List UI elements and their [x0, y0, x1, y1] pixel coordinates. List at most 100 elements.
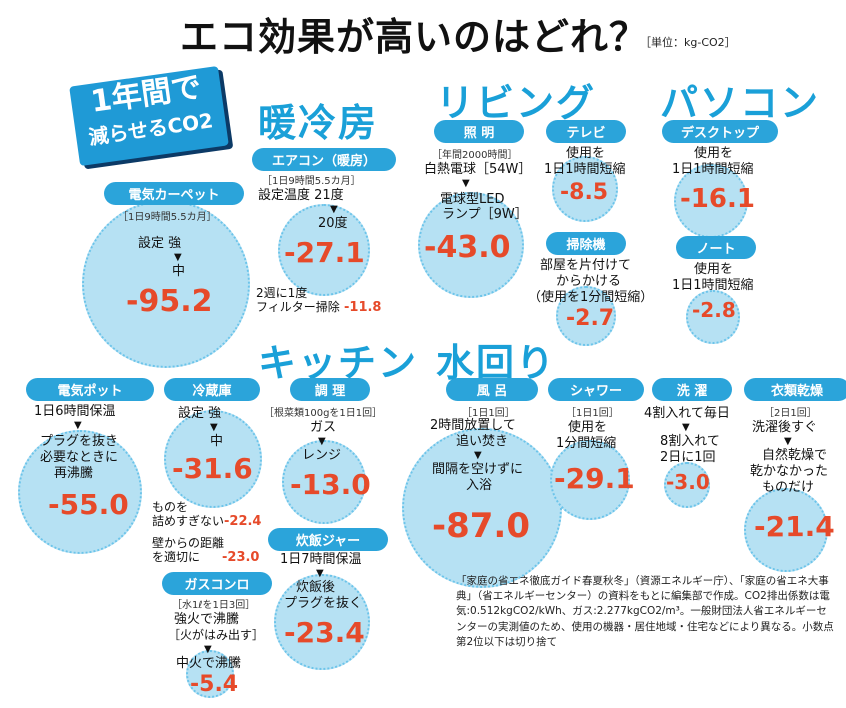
dryer-value: -21.4 [754, 510, 835, 543]
aircon-extra2: フィルター掃除 [256, 300, 340, 314]
bath-t3: 間隔を空けずに [432, 462, 524, 477]
section-pc: パソコン [660, 81, 821, 125]
vacuum-tag: 掃除機 [546, 232, 626, 255]
dryer-bubble [744, 488, 828, 572]
laundry-value: -3.0 [666, 470, 710, 494]
lighting-sub: ［年間2000時間］ [432, 150, 518, 161]
pot-t3: 必要なときに [40, 450, 119, 465]
dryer-t3: 乾かなかった [750, 464, 829, 479]
cooking-value: -13.0 [290, 468, 371, 501]
arrow-down-icon: ▼ [204, 644, 212, 655]
section-heating: 暖冷房 [258, 101, 379, 145]
fridge-e1v: -22.4 [224, 514, 262, 529]
carpet-tag: 電気カーペット [104, 182, 244, 205]
lighting-t1: 白熱電球［54W］ [424, 162, 532, 177]
lighting-value: -43.0 [424, 230, 511, 265]
carpet-t2: 中 [172, 264, 186, 279]
desktop-t2: 1日1時間短縮 [672, 162, 754, 177]
fridge-bubble [164, 410, 262, 508]
dryer-tag: 衣類乾燥 [744, 378, 846, 401]
carpet-value: -95.2 [126, 284, 213, 319]
shower-bubble [550, 440, 630, 520]
pot-t2: プラグを抜き [40, 434, 119, 449]
page-title: エコ効果が高いのはどれ？ [180, 15, 649, 59]
laundry-t1: 4割入れて毎日 [644, 406, 730, 421]
aircon-value: -27.1 [284, 236, 365, 269]
fridge-e1b: 詰めすぎない [152, 514, 225, 528]
fridge-e1a: ものを [152, 500, 189, 514]
section-kitchen: キッチン [258, 341, 419, 385]
bath-sub: ［1日1回］ [462, 408, 515, 419]
notebook-bubble [686, 290, 740, 344]
fridge-tag: 冷蔵庫 [164, 378, 260, 401]
arrow-down-icon: ▼ [330, 204, 338, 215]
aircon-extra-value: -11.8 [344, 300, 382, 315]
carpet-bubble [82, 200, 250, 368]
laundry-t2: 8割入れて [660, 434, 720, 449]
bath-value: -87.0 [432, 506, 530, 546]
cooking-bubble [282, 440, 366, 524]
cooking-t2: レンジ [302, 448, 342, 463]
aircon-sub: ［1日9時間5.5カ月］ [262, 176, 361, 187]
pot-value: -55.0 [48, 488, 129, 521]
shower-t2: 1分間短縮 [556, 436, 617, 451]
desktop-tag: デスクトップ [662, 120, 778, 143]
carpet-sub: ［1日9時間5.5カ月］ [118, 212, 217, 223]
cooking-tag: 調 理 [290, 378, 370, 401]
arrow-down-icon: ▼ [74, 420, 82, 431]
tv-t1: 使用を [566, 146, 606, 161]
fridge-e2v: -23.0 [222, 550, 260, 565]
source-note: 「家庭の省エネ徹底ガイド春夏秋冬」（資源エネルギー庁）、「家庭の省エネ大事典」（… [456, 575, 834, 648]
pot-t4: 再沸騰 [54, 466, 94, 481]
fridge-e2a: 壁からの距離 [152, 536, 225, 550]
lighting-t2: 電球型LED [440, 192, 505, 207]
shower-tag: シャワー [548, 378, 644, 401]
bath-t2: 追い焚き [456, 434, 509, 449]
ricecooker-tag: 炊飯ジャー [268, 528, 388, 551]
aircon-tag: エアコン（暖房） [252, 148, 396, 171]
tv-t2: 1日1時間短縮 [544, 162, 626, 177]
section-water: 水回り [436, 341, 557, 385]
ricecooker-t3: プラグを抜く [284, 596, 363, 611]
pot-bubble [18, 430, 142, 554]
tv-tag: テレビ [546, 120, 626, 143]
pot-t1: 1日6時間保温 [34, 404, 116, 419]
bath-tag: 風 呂 [446, 378, 538, 401]
dryer-t4: ものだけ [762, 480, 815, 495]
laundry-t3: 2日に1回 [660, 450, 716, 465]
dryer-sub: ［2日1回］ [764, 408, 817, 419]
desktop-bubble [674, 164, 748, 238]
aircon-t2: 20度 [318, 216, 348, 231]
arrow-down-icon: ▼ [474, 450, 482, 461]
gas-t3: 中火で沸騰 [176, 656, 242, 671]
fridge-t2: 中 [210, 434, 224, 449]
gas-value: -5.4 [190, 672, 239, 697]
gas-t1: 強火で沸騰 [174, 612, 240, 627]
shower-t1: 使用を [568, 420, 608, 435]
gas-sub: ［水1ℓを1日3回］ [172, 600, 256, 611]
desktop-value: -16.1 [680, 184, 755, 214]
vacuum-t3: （使用を1分間短縮） [528, 290, 654, 305]
lighting-tag: 照 明 [434, 120, 524, 143]
cooking-sub: ［根菜類100gを1日1回］ [264, 408, 383, 419]
arrow-down-icon: ▼ [784, 436, 792, 447]
fridge-t1: 設定 強 [178, 406, 222, 421]
arrow-down-icon: ▼ [462, 178, 470, 189]
ricecooker-value: -23.4 [284, 616, 365, 649]
vacuum-bubble [556, 286, 616, 346]
notebook-tag: ノート [676, 236, 756, 259]
laundry-bubble [664, 462, 710, 508]
dryer-t1: 洗濯後すぐ [752, 420, 818, 435]
gas-tag: ガスコンロ [162, 572, 272, 595]
vacuum-t1: 部屋を片付けて [540, 258, 632, 273]
ricecooker-t2: 炊飯後 [296, 580, 336, 595]
aircon-t1: 設定温度 21度 [258, 188, 344, 203]
laundry-tag: 洗 濯 [652, 378, 732, 401]
arrow-down-icon: ▼ [318, 436, 326, 447]
tv-value: -8.5 [560, 180, 609, 205]
unit-label: ［単位：kg-CO2］ [640, 36, 736, 49]
bath-bubble [402, 428, 562, 588]
carpet-t1: 設定 強 [138, 236, 182, 251]
notebook-t2: 1日1時間短縮 [672, 278, 754, 293]
aircon-bubble [278, 204, 370, 296]
